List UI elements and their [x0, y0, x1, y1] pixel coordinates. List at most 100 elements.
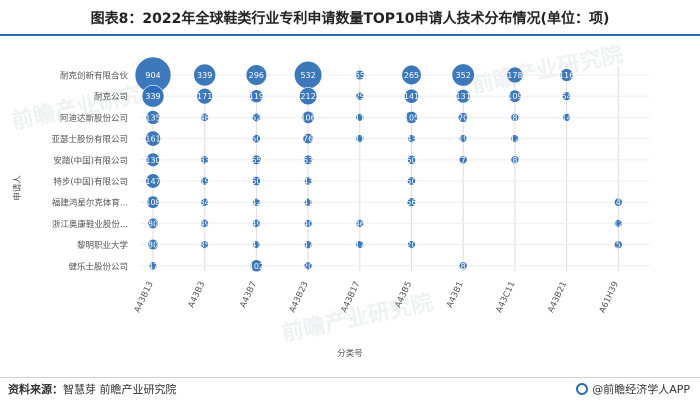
x-axis-title: 分类号	[337, 348, 363, 359]
x-tick-label: A43B1	[445, 280, 466, 309]
bubble-value-label: 108	[145, 198, 160, 207]
bubble-point	[562, 113, 571, 122]
bubble-point	[252, 240, 261, 249]
y-tick-label: 耐克创新有限合伙	[60, 71, 129, 82]
bubble-point	[193, 63, 217, 87]
bubble-value-label: 11	[355, 135, 365, 144]
bubble-value-label: 43	[303, 177, 313, 186]
bubble-point	[250, 259, 263, 273]
bubble-value-label: 50	[251, 135, 261, 144]
bubble-point	[407, 134, 416, 143]
bubble-value-label: 178	[507, 71, 522, 80]
bubble-value-label: 14	[562, 113, 572, 122]
bubble-point	[613, 240, 623, 249]
bubble-value-label: 56	[406, 198, 416, 207]
bubble-value-label: 49	[200, 219, 210, 228]
bubble-point	[457, 112, 469, 123]
bubble-value-label: 339	[145, 92, 160, 101]
bubble-value-label: 532	[300, 71, 315, 80]
bubble-point	[406, 154, 417, 165]
bubble-value-label: 54	[562, 92, 572, 101]
bubble-value-label: 65	[355, 71, 365, 80]
bubble-point	[458, 155, 468, 165]
x-tick-label: A43C11	[494, 280, 517, 314]
bubble-point	[354, 69, 365, 81]
bubble-value-label: 20	[303, 262, 313, 271]
y-axis-title: 申请人	[12, 175, 23, 201]
bubble-value-label: 41	[303, 198, 313, 207]
bubble-value-label: 40	[303, 219, 313, 228]
bubble-point	[355, 240, 365, 249]
source-label: 资料来源：	[8, 383, 63, 396]
y-tick-label: 亚瑟士股份有限公司	[51, 134, 128, 145]
bubble-point	[200, 240, 209, 249]
bubble-point	[252, 197, 261, 207]
bubble-point	[451, 63, 475, 87]
bubble-value-label: 130	[145, 156, 160, 165]
bubble-point	[302, 133, 314, 145]
bubble-point	[613, 197, 623, 207]
bubble-point	[200, 176, 209, 186]
bubble-point	[146, 195, 160, 209]
bubble-value-label: 141	[404, 92, 419, 101]
bubble-point	[251, 134, 261, 144]
bubble-point	[506, 66, 524, 84]
bubble-point	[303, 219, 313, 228]
bubble-point	[303, 240, 313, 250]
source-note: 资料来源：智慧芽 前瞻产业研究院	[8, 381, 177, 397]
y-tick-label: 耐克公司	[94, 92, 128, 103]
bubble-value-label: 46	[355, 219, 365, 228]
bubble-value-label: 11	[355, 113, 365, 122]
bubble-value-label: 70	[458, 113, 468, 122]
bubble-point	[303, 261, 313, 271]
bubble-point	[559, 68, 574, 82]
bubble-value-label: 41	[251, 241, 261, 250]
y-tick-label: 健乐士股份公司	[68, 261, 128, 272]
bubble-value-label: 49	[251, 219, 261, 228]
bubble-point	[145, 130, 161, 147]
bubble-value-label: 60	[406, 156, 416, 165]
bubble-point	[303, 176, 313, 186]
bubble-value-label: 12	[510, 135, 520, 144]
bubble-value-label: 296	[249, 71, 264, 80]
footer-rule	[0, 377, 700, 378]
bubble-value-label: 119	[249, 92, 264, 101]
bubble-point	[510, 134, 520, 143]
bubble-value-label: 20	[406, 241, 416, 250]
bubble-point	[508, 89, 522, 103]
bubble-point	[147, 238, 159, 251]
bubble-point	[249, 89, 264, 104]
x-tick-label: A43B3	[187, 280, 208, 309]
bubble-point	[355, 134, 365, 143]
bubble-value-label: 33	[200, 156, 210, 165]
bubble-point	[458, 134, 468, 143]
bubble-value-label: 116	[559, 71, 574, 80]
bubble-value-label: 65	[251, 156, 261, 165]
bubble-point	[355, 113, 365, 122]
bubble-value-label: 5	[616, 241, 621, 250]
bubble-value-label: 265	[404, 71, 419, 80]
source-text: 智慧芽 前瞻产业研究院	[63, 383, 177, 396]
bubble-value-label: 19	[200, 177, 210, 186]
bubble-chart: 耐克创新有限合伙耐克公司阿迪达斯股份公司亚瑟士股份有限公司安踏(中国)有限公司特…	[12, 56, 650, 359]
bubble-value-label: 17	[355, 241, 365, 250]
x-tick-label: A43B5	[393, 280, 414, 309]
bubble-point	[303, 154, 314, 165]
bubble-value-label: 352	[456, 71, 471, 80]
y-tick-label: 特步(中国)有限公司	[53, 177, 128, 188]
bubble-value-label: 60	[251, 177, 261, 186]
bubble-value-label: 8	[512, 113, 517, 122]
brand-text: @前瞻经济学人APP	[592, 383, 690, 396]
bubble-value-label: 47	[148, 262, 158, 271]
bubble-point	[456, 89, 471, 104]
bubble-value-label: 80	[148, 241, 158, 250]
bubble-point	[145, 152, 161, 167]
bubble-value-label: 131	[456, 92, 471, 101]
bubble-point	[303, 197, 313, 207]
y-tick-label: 阿迪达斯股份公司	[60, 113, 128, 124]
bubble-point	[458, 261, 468, 271]
bubble-value-label: 147	[145, 177, 160, 186]
bubble-point	[406, 197, 417, 207]
y-tick-label: 福建鸿星尔克体育...	[52, 198, 128, 209]
bubble-point	[561, 91, 572, 101]
